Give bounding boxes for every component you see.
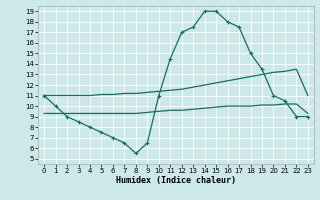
X-axis label: Humidex (Indice chaleur): Humidex (Indice chaleur): [116, 176, 236, 185]
